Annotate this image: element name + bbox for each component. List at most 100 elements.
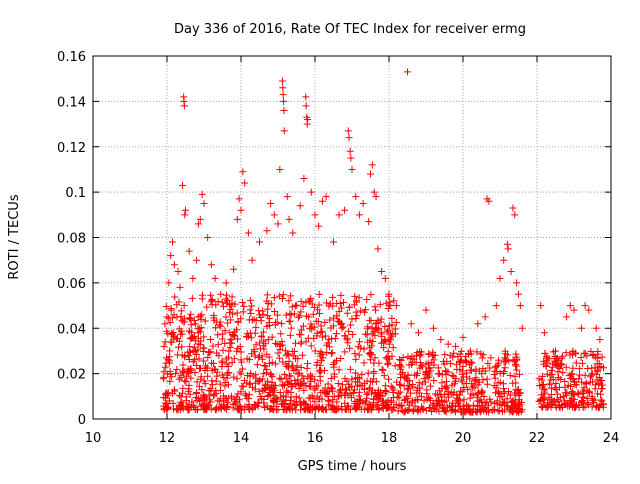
data-point bbox=[423, 395, 431, 403]
data-point bbox=[282, 397, 290, 405]
data-point bbox=[228, 359, 236, 367]
data-point bbox=[360, 359, 368, 367]
data-point bbox=[286, 317, 294, 325]
data-point bbox=[425, 350, 433, 358]
data-point bbox=[204, 353, 212, 361]
data-point bbox=[449, 402, 457, 410]
data-point bbox=[234, 390, 242, 398]
data-point bbox=[227, 305, 235, 313]
data-point bbox=[415, 329, 423, 337]
data-point bbox=[248, 302, 256, 310]
data-point bbox=[549, 375, 557, 383]
data-point bbox=[378, 268, 386, 276]
data-point bbox=[541, 390, 549, 398]
data-point bbox=[363, 394, 371, 402]
data-point bbox=[302, 338, 310, 346]
data-point bbox=[469, 408, 477, 416]
data-point bbox=[272, 402, 280, 410]
data-point bbox=[163, 354, 171, 362]
data-point bbox=[548, 370, 556, 378]
data-point bbox=[466, 347, 474, 355]
data-point bbox=[448, 371, 456, 379]
data-point bbox=[224, 381, 232, 389]
data-point bbox=[469, 405, 477, 413]
data-point bbox=[311, 376, 319, 384]
data-point bbox=[558, 402, 566, 410]
data-point bbox=[479, 365, 487, 373]
data-point bbox=[368, 161, 376, 169]
data-point bbox=[486, 364, 494, 372]
data-point bbox=[316, 352, 324, 360]
data-point bbox=[331, 373, 339, 381]
data-point bbox=[241, 179, 249, 187]
data-point bbox=[297, 331, 305, 339]
data-point bbox=[285, 297, 293, 305]
data-point bbox=[538, 376, 546, 384]
data-point bbox=[295, 394, 303, 402]
data-point bbox=[545, 355, 553, 363]
data-point bbox=[169, 328, 177, 336]
data-point bbox=[335, 211, 343, 219]
data-point bbox=[280, 97, 288, 105]
data-point bbox=[458, 370, 466, 378]
data-point bbox=[561, 401, 569, 409]
data-point bbox=[255, 377, 263, 385]
data-point bbox=[512, 379, 520, 387]
data-point bbox=[228, 293, 236, 301]
data-point bbox=[385, 290, 393, 298]
data-point bbox=[204, 372, 212, 380]
data-point bbox=[200, 396, 208, 404]
data-point bbox=[338, 403, 346, 411]
data-point bbox=[355, 388, 363, 396]
data-point bbox=[168, 330, 176, 338]
data-point bbox=[392, 319, 400, 327]
data-point bbox=[240, 377, 248, 385]
data-point bbox=[181, 211, 189, 219]
data-point bbox=[437, 336, 445, 344]
data-point bbox=[285, 215, 293, 223]
data-point bbox=[252, 317, 260, 325]
data-point bbox=[315, 403, 323, 411]
data-point bbox=[484, 359, 492, 367]
data-point bbox=[216, 380, 224, 388]
data-point bbox=[362, 330, 370, 338]
data-point bbox=[224, 403, 232, 411]
data-point bbox=[383, 404, 391, 412]
data-point bbox=[380, 372, 388, 380]
data-point bbox=[273, 311, 281, 319]
data-point bbox=[191, 347, 199, 355]
data-point bbox=[460, 396, 468, 404]
data-point bbox=[266, 406, 274, 414]
data-point bbox=[264, 312, 272, 320]
data-point bbox=[588, 370, 596, 378]
data-point bbox=[203, 364, 211, 372]
data-point bbox=[297, 340, 305, 348]
data-point bbox=[328, 384, 336, 392]
data-point bbox=[368, 350, 376, 358]
data-point bbox=[447, 407, 455, 415]
data-point bbox=[229, 330, 237, 338]
data-point bbox=[585, 306, 593, 314]
data-point bbox=[598, 397, 606, 405]
data-point bbox=[356, 338, 364, 346]
y-tick-label: 0.1 bbox=[65, 186, 86, 201]
data-point bbox=[279, 380, 287, 388]
data-point bbox=[215, 352, 223, 360]
data-point bbox=[345, 327, 353, 335]
ticks-layer: 10 12 14 16 18 20 22 24 0 0.02 0.04 0.06 0.08 0.1 0.12… bbox=[57, 50, 619, 446]
data-point bbox=[318, 197, 326, 205]
data-point bbox=[348, 165, 356, 173]
data-point bbox=[378, 365, 386, 373]
data-point bbox=[576, 365, 584, 373]
data-point bbox=[374, 245, 382, 253]
data-point bbox=[196, 215, 204, 223]
data-point bbox=[166, 377, 174, 385]
data-point bbox=[367, 317, 375, 325]
data-point bbox=[259, 328, 267, 336]
data-point bbox=[182, 378, 190, 386]
data-point bbox=[260, 395, 268, 403]
data-point bbox=[207, 348, 215, 356]
data-point bbox=[236, 402, 244, 410]
data-point bbox=[513, 353, 521, 361]
